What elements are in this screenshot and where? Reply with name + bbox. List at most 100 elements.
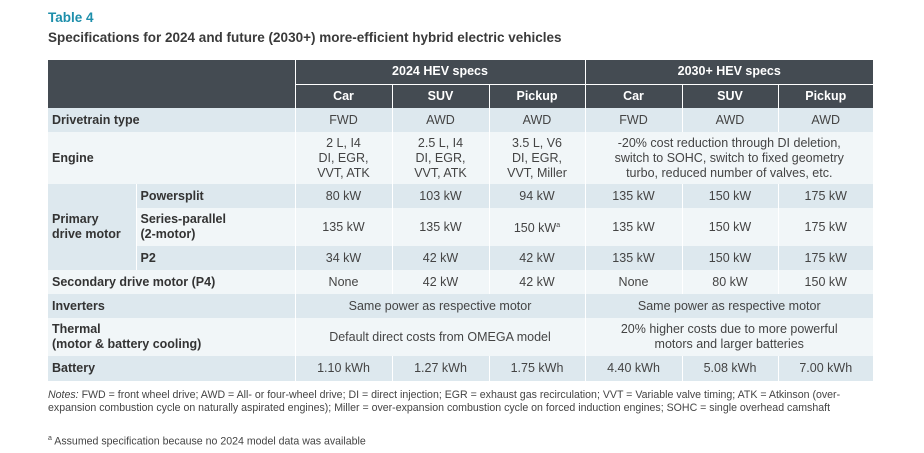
cell: 175 kW (778, 246, 873, 270)
cell-line: DI, EGR, (511, 150, 562, 165)
cell: 42 kW (489, 270, 586, 294)
cell: AWD (778, 108, 873, 132)
cell: 3.5 L, V6 DI, EGR, VVT, Miller (489, 132, 586, 184)
footnote-mark: a (48, 435, 52, 442)
cell-line: -20% cost reduction through DI deletion, (617, 135, 841, 150)
cell-line: 20% higher costs due to more powerful (620, 322, 838, 336)
row-secondary-motor: Secondary drive motor (P4) None 42 kW 42… (48, 270, 873, 294)
cell: 1.10 kWh (295, 356, 393, 381)
cell: AWD (489, 108, 586, 132)
cell-merged: -20% cost reduction through DI deletion,… (585, 132, 873, 184)
footnote-text: Assumed specification because no 2024 mo… (51, 435, 366, 448)
row-inverters: Inverters Same power as respective motor… (48, 294, 873, 318)
cell-line: 2.5 L, I4 (417, 135, 464, 150)
cell: 34 kW (295, 246, 393, 270)
cell: 5.08 kWh (682, 356, 779, 381)
cell: 135 kW (392, 208, 490, 246)
cell: 103 kW (392, 184, 490, 208)
cell-line: VVT, ATK (317, 165, 370, 180)
cell: 175 kW (778, 208, 873, 246)
cell: 150 kW (682, 208, 779, 246)
cell-line: turbo, reduced number of valves, etc. (626, 165, 833, 180)
row-group-label: Primary drive motor (48, 184, 137, 270)
cell: 42 kW (489, 246, 586, 270)
cell-line: 3.5 L, V6 (511, 135, 563, 150)
row-p2: P2 34 kW 42 kW 42 kW 135 kW 150 kW 175 k… (48, 246, 873, 270)
col-header-car-2030: Car (585, 84, 683, 108)
hev-specs-table: 2024 HEV specs 2030+ HEV specs Car SUV P… (48, 60, 873, 381)
cell: FWD (585, 108, 683, 132)
table-footnote: a Assumed specification because no 2024 … (48, 435, 366, 448)
label-line: Thermal (52, 322, 101, 336)
row-powersplit: Primary drive motor Powersplit 80 kW 103… (48, 184, 873, 270)
cell: 7.00 kWh (778, 356, 873, 381)
cell-line: switch to SOHC, switch to fixed geometry (614, 150, 844, 165)
cell: AWD (392, 108, 490, 132)
row-label: P2 (136, 246, 296, 270)
row-label: Secondary drive motor (P4) (48, 270, 296, 294)
cell-value: 150 kW (513, 221, 557, 236)
row-label: Powersplit (136, 184, 296, 208)
row-label: Engine (48, 132, 296, 184)
cell: 150 kW (778, 270, 873, 294)
cell-line: VVT, Miller (507, 165, 567, 180)
row-label: Series-parallel (2-motor) (136, 208, 296, 246)
row-thermal: Thermal (motor & battery cooling) Defaul… (48, 318, 873, 356)
row-label: Thermal (motor & battery cooling) (48, 318, 296, 356)
notes-prefix: Notes: (48, 389, 79, 401)
cell-merged: 20% higher costs due to more powerful mo… (585, 318, 873, 356)
table-label: Table 4 (48, 10, 94, 25)
cell-line: VVT, ATK (414, 165, 467, 180)
cell: 135 kW (295, 208, 393, 246)
cell: 135 kW (585, 208, 683, 246)
row-engine: Engine 2 L, I4 DI, EGR, VVT, ATK 2.5 L, … (48, 132, 873, 184)
group-header-2030: 2030+ HEV specs (585, 60, 873, 85)
cell-merged: Same power as respective motor (295, 294, 586, 318)
group-header-2024: 2024 HEV specs (295, 60, 586, 85)
row-label: Inverters (48, 294, 296, 318)
cell: 42 kW (392, 246, 490, 270)
cell-merged: Default direct costs from OMEGA model (295, 318, 586, 356)
col-header-car-2024: Car (295, 84, 393, 108)
col-header-pickup-2030: Pickup (778, 84, 873, 108)
cell: 94 kW (489, 184, 586, 208)
cell: 42 kW (392, 270, 490, 294)
table-caption: Specifications for 2024 and future (2030… (48, 30, 562, 45)
label-line: (2-motor) (140, 227, 196, 241)
cell: 2.5 L, I4 DI, EGR, VVT, ATK (392, 132, 490, 184)
label-line: (motor & battery cooling) (52, 337, 202, 351)
cell: 4.40 kWh (585, 356, 683, 381)
footnote-mark: a (556, 221, 561, 229)
cell: 175 kW (778, 184, 873, 208)
cell: 150 kWa (489, 208, 586, 246)
cell-line: DI, EGR, (415, 150, 466, 165)
cell-merged: Same power as respective motor (585, 294, 873, 318)
cell: 150 kW (682, 246, 779, 270)
cell: 135 kW (585, 184, 683, 208)
cell: 1.27 kWh (392, 356, 490, 381)
cell: 80 kW (295, 184, 393, 208)
cell: FWD (295, 108, 393, 132)
cell: 150 kW (682, 184, 779, 208)
col-header-suv-2024: SUV (392, 84, 490, 108)
cell-line: 2 L, I4 (326, 135, 361, 150)
row-battery: Battery 1.10 kWh 1.27 kWh 1.75 kWh 4.40 … (48, 356, 873, 381)
table-notes: Notes: FWD = front wheel drive; AWD = Al… (48, 389, 878, 415)
row-series-parallel: Series-parallel (2-motor) 135 kW 135 kW … (48, 208, 873, 246)
col-header-suv-2030: SUV (682, 84, 779, 108)
cell: 1.75 kWh (489, 356, 586, 381)
cell: None (295, 270, 393, 294)
row-label: Drivetrain type (48, 108, 296, 132)
header-corner (48, 60, 296, 108)
cell: 80 kW (682, 270, 779, 294)
notes-text: FWD = front wheel drive; AWD = All- or f… (48, 389, 841, 414)
cell: AWD (682, 108, 779, 132)
label-line: Primary (52, 212, 99, 226)
col-header-pickup-2024: Pickup (489, 84, 586, 108)
label-line: drive motor (52, 227, 121, 241)
label-line: Series-parallel (140, 212, 226, 226)
cell: 2 L, I4 DI, EGR, VVT, ATK (295, 132, 393, 184)
row-label: Battery (48, 356, 296, 381)
cell: 135 kW (585, 246, 683, 270)
cell: None (585, 270, 683, 294)
